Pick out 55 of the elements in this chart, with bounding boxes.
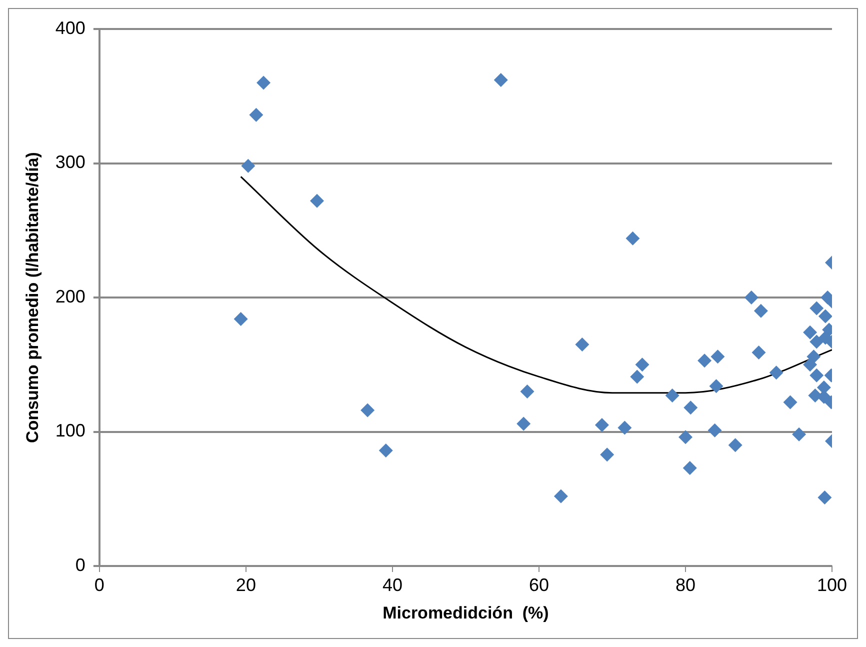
- point: [249, 108, 264, 122]
- point: [752, 346, 766, 360]
- line-series: [240, 176, 832, 394]
- point: [709, 379, 724, 394]
- point: [665, 388, 680, 403]
- point: [635, 358, 650, 372]
- point: [241, 158, 256, 173]
- point: [234, 312, 248, 326]
- point: [803, 325, 818, 340]
- point: [310, 194, 324, 208]
- point: [818, 330, 832, 345]
- point: [783, 395, 798, 410]
- point: [810, 368, 824, 382]
- y-tick-label: 0: [75, 554, 86, 575]
- x-tick-label: 20: [236, 574, 256, 595]
- point: [594, 418, 609, 432]
- point: [810, 334, 824, 349]
- point: [684, 400, 698, 415]
- point: [708, 423, 722, 438]
- point: [744, 290, 758, 304]
- point: [792, 427, 806, 442]
- point: [256, 76, 271, 90]
- point: [494, 73, 508, 88]
- point: [360, 403, 375, 418]
- x-tick-label: 100: [816, 574, 848, 595]
- point: [682, 461, 697, 475]
- point: [754, 304, 768, 318]
- x-tick-label: 0: [94, 574, 104, 595]
- point: [626, 231, 640, 246]
- point: [378, 444, 393, 458]
- point: [520, 384, 534, 398]
- x-tick-label: 60: [528, 574, 549, 595]
- point: [678, 430, 692, 444]
- y-tick-label: 300: [55, 152, 86, 172]
- point: [575, 337, 590, 352]
- point: [516, 416, 531, 431]
- point: [803, 358, 818, 372]
- point: [600, 448, 614, 462]
- y-tick-label: 200: [55, 286, 86, 306]
- y-tick-label: 400: [55, 18, 86, 38]
- point: [728, 438, 742, 452]
- y-tick-label: 100: [55, 420, 86, 441]
- point: [818, 309, 832, 324]
- point: [618, 420, 632, 435]
- point: [710, 350, 725, 364]
- point: [630, 370, 644, 384]
- point: [554, 489, 568, 504]
- x-tick-label: 40: [382, 574, 402, 595]
- point: [810, 301, 824, 316]
- y-axis-title: Consumo promedio (l/habitante/día): [22, 152, 42, 443]
- point: [818, 490, 832, 505]
- x-tick-label: 80: [675, 574, 696, 595]
- point: [769, 366, 784, 380]
- point: [698, 354, 712, 368]
- x-axis-title: Micromedidción (%): [382, 603, 549, 622]
